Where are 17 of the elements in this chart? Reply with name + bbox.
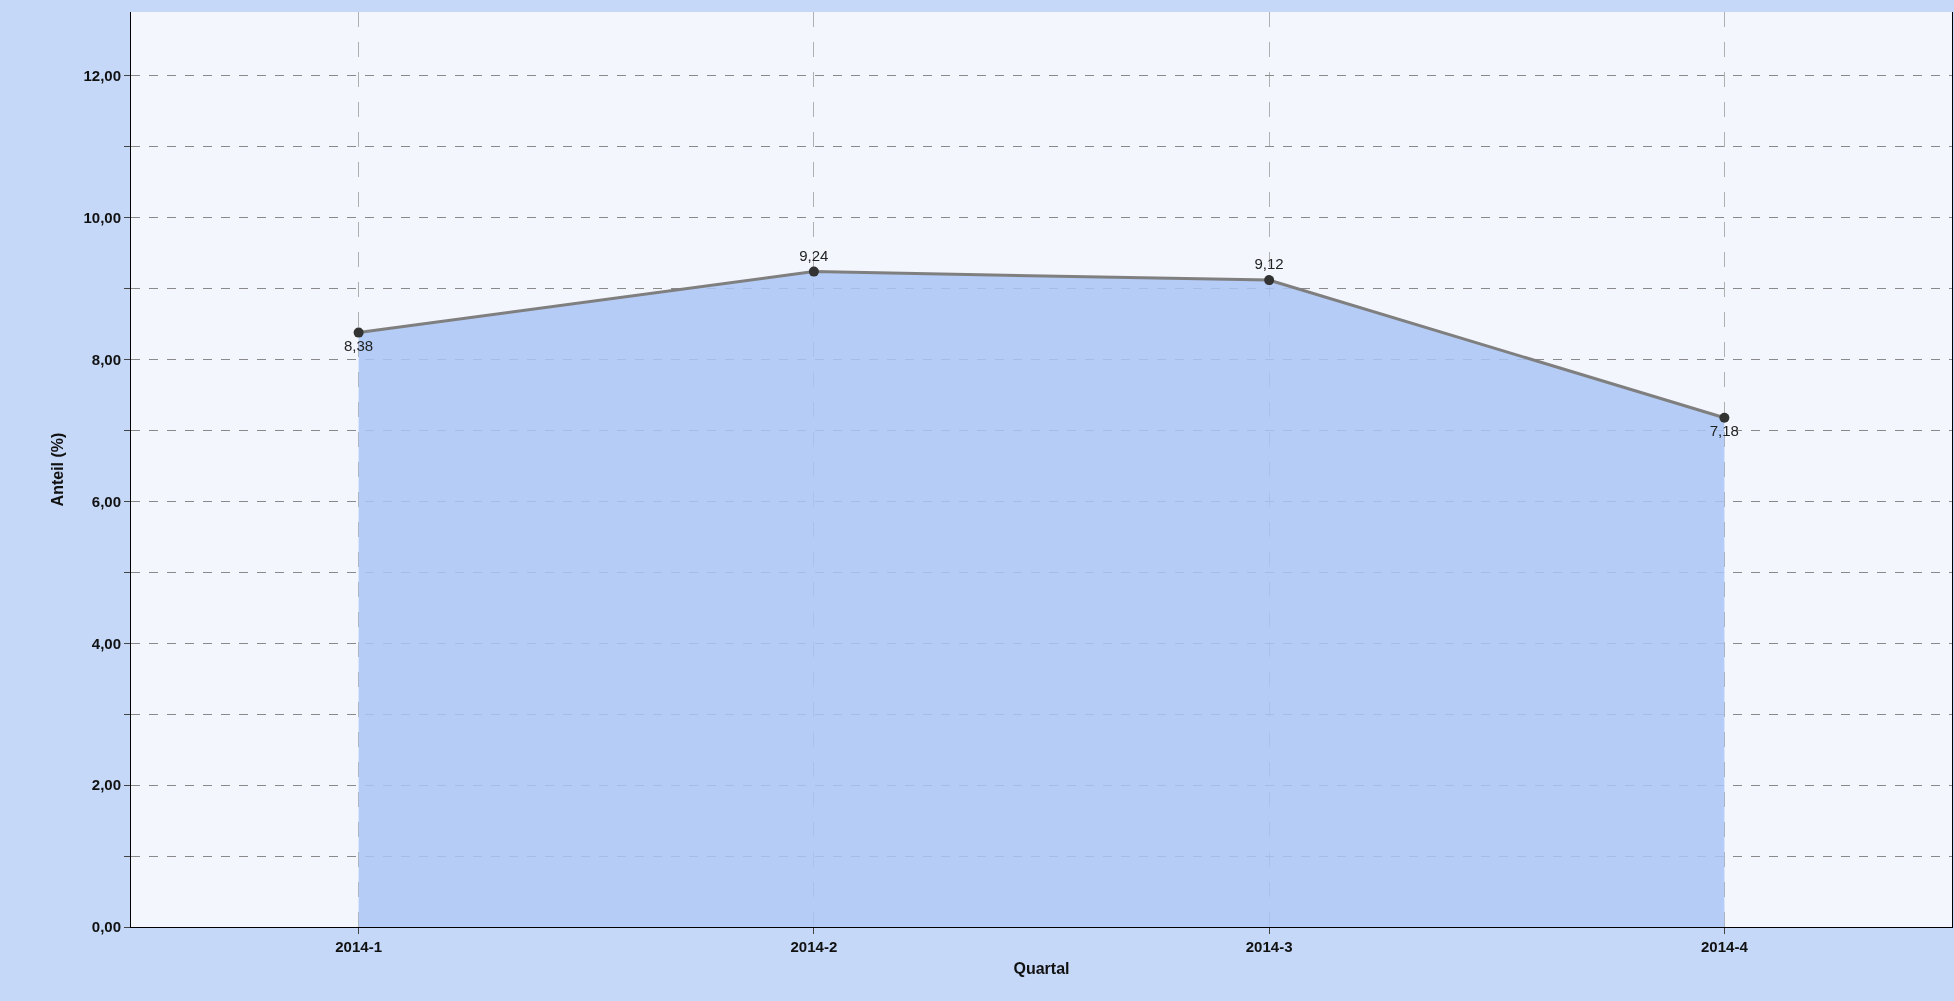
y-axis-title: Anteil (%)	[49, 432, 67, 507]
x-tick-label: 2014-4	[1701, 938, 1749, 955]
x-tick-label: 2014-2	[790, 938, 838, 955]
data-label: 9,24	[799, 246, 829, 264]
y-tick-label: 0,00	[91, 918, 121, 936]
data-label: 9,12	[1254, 255, 1284, 273]
x-tick-label: 2014-3	[1245, 938, 1293, 955]
y-tick-label: 12,00	[83, 67, 121, 85]
x-axis-title: Quartal	[1013, 959, 1070, 977]
data-label: 7,18	[1709, 422, 1739, 440]
x-tick-label: 2014-1	[335, 938, 382, 955]
data-label: 8,38	[344, 337, 374, 355]
y-tick-label: 6,00	[91, 492, 121, 510]
y-tick-label: 4,00	[91, 634, 121, 652]
y-tick-label: 2,00	[91, 776, 121, 794]
y-tick-label: 10,00	[83, 208, 121, 226]
y-tick-label: 8,00	[91, 350, 121, 368]
